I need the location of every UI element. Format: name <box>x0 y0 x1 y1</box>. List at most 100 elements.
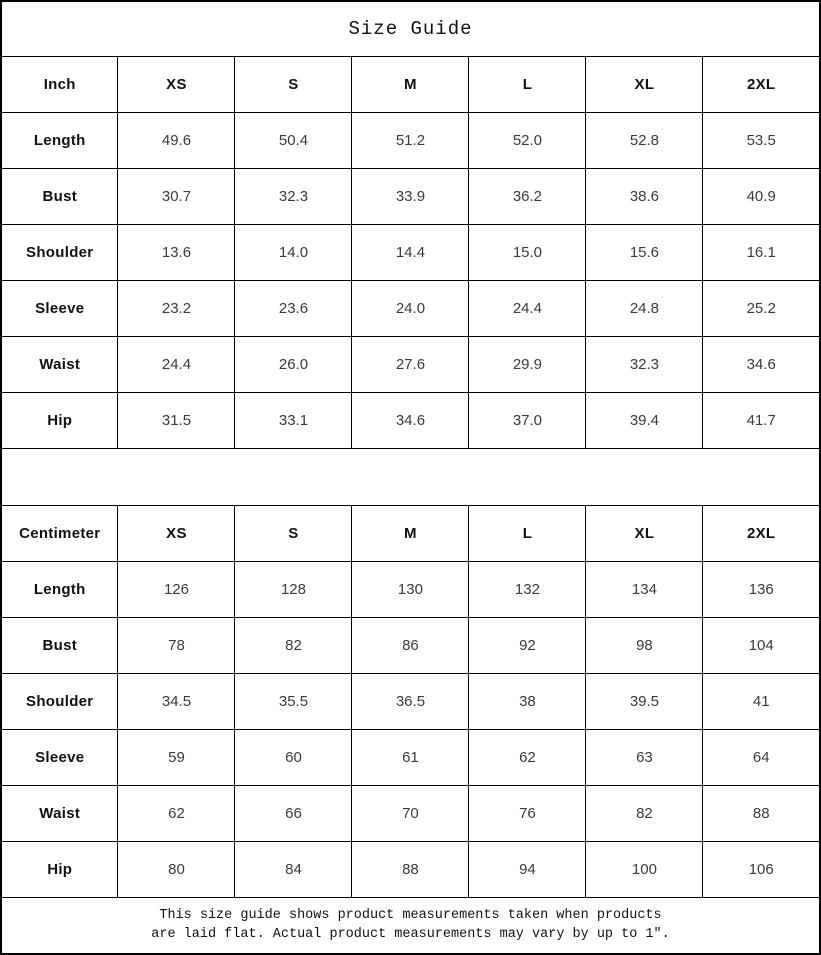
measure-label-waist: Waist <box>0 335 119 393</box>
measure-row-length: Length 49.6 50.4 51.2 52.0 52.8 53.5 <box>0 111 821 169</box>
measure-value: 38.6 <box>585 167 704 225</box>
measure-value: 32.3 <box>585 335 704 393</box>
measure-label-sleeve: Sleeve <box>0 728 119 786</box>
measure-value: 94 <box>468 840 587 898</box>
measure-value: 36.2 <box>468 167 587 225</box>
measure-value: 98 <box>585 616 704 674</box>
measure-row-waist: Waist 62 66 70 76 82 88 <box>0 784 821 842</box>
measure-value: 41 <box>702 672 821 730</box>
measure-value: 34.6 <box>351 391 470 449</box>
unit-header-inch: Inch <box>0 55 119 113</box>
footer-row: This size guide shows product measuremen… <box>0 896 821 955</box>
measure-value: 126 <box>117 560 236 618</box>
measure-row-length: Length 126 128 130 132 134 136 <box>0 560 821 618</box>
spacer-row <box>0 447 821 506</box>
measure-label-hip: Hip <box>0 391 119 449</box>
measure-value: 59 <box>117 728 236 786</box>
measure-row-shoulder: Shoulder 34.5 35.5 36.5 38 39.5 41 <box>0 672 821 730</box>
measure-value: 24.4 <box>468 279 587 337</box>
measure-value: 51.2 <box>351 111 470 169</box>
unit-header-centimeter: Centimeter <box>0 504 119 562</box>
measure-value: 66 <box>234 784 353 842</box>
measure-value: 70 <box>351 784 470 842</box>
measure-value: 15.0 <box>468 223 587 281</box>
measure-value: 62 <box>117 784 236 842</box>
measure-row-sleeve: Sleeve 23.2 23.6 24.0 24.4 24.8 25.2 <box>0 279 821 337</box>
spacer-cell <box>0 447 821 506</box>
size-column-header-2xl: 2XL <box>702 504 821 562</box>
measure-value: 26.0 <box>234 335 353 393</box>
measure-value: 15.6 <box>585 223 704 281</box>
measure-value: 24.0 <box>351 279 470 337</box>
measure-value: 34.5 <box>117 672 236 730</box>
spacer-section <box>0 447 821 506</box>
measure-value: 136 <box>702 560 821 618</box>
measure-value: 27.6 <box>351 335 470 393</box>
measure-value: 25.2 <box>702 279 821 337</box>
measure-value: 30.7 <box>117 167 236 225</box>
measure-value: 82 <box>234 616 353 674</box>
size-column-header-l: L <box>468 55 587 113</box>
page-title: Size Guide <box>0 0 821 57</box>
measure-value: 80 <box>117 840 236 898</box>
size-column-header-s: S <box>234 504 353 562</box>
measure-value: 33.9 <box>351 167 470 225</box>
size-header-row-centimeter: Centimeter XS S M L XL 2XL <box>0 504 821 562</box>
measure-row-hip: Hip 31.5 33.1 34.6 37.0 39.4 41.7 <box>0 391 821 449</box>
size-column-header-xl: XL <box>585 55 704 113</box>
measure-value: 35.5 <box>234 672 353 730</box>
measure-value: 14.0 <box>234 223 353 281</box>
measure-value: 134 <box>585 560 704 618</box>
measure-value: 60 <box>234 728 353 786</box>
measure-label-bust: Bust <box>0 616 119 674</box>
measure-value: 14.4 <box>351 223 470 281</box>
measure-value: 49.6 <box>117 111 236 169</box>
size-column-header-l: L <box>468 504 587 562</box>
measure-value: 23.6 <box>234 279 353 337</box>
measure-value: 16.1 <box>702 223 821 281</box>
measure-value: 106 <box>702 840 821 898</box>
measure-value: 84 <box>234 840 353 898</box>
measure-value: 104 <box>702 616 821 674</box>
measure-value: 100 <box>585 840 704 898</box>
measure-value: 29.9 <box>468 335 587 393</box>
measure-value: 38 <box>468 672 587 730</box>
measure-value: 37.0 <box>468 391 587 449</box>
measure-value: 61 <box>351 728 470 786</box>
measure-value: 82 <box>585 784 704 842</box>
measure-value: 76 <box>468 784 587 842</box>
size-column-header-xl: XL <box>585 504 704 562</box>
size-column-header-xs: XS <box>117 504 236 562</box>
measure-value: 32.3 <box>234 167 353 225</box>
measure-value: 34.6 <box>702 335 821 393</box>
measure-label-sleeve: Sleeve <box>0 279 119 337</box>
measure-label-length: Length <box>0 111 119 169</box>
measure-value: 36.5 <box>351 672 470 730</box>
size-column-header-xs: XS <box>117 55 236 113</box>
measure-row-waist: Waist 24.4 26.0 27.6 29.9 32.3 34.6 <box>0 335 821 393</box>
measure-label-waist: Waist <box>0 784 119 842</box>
measure-value: 23.2 <box>117 279 236 337</box>
measure-value: 92 <box>468 616 587 674</box>
footer-section: This size guide shows product measuremen… <box>0 896 821 955</box>
measure-label-shoulder: Shoulder <box>0 672 119 730</box>
size-column-header-m: M <box>351 55 470 113</box>
measure-row-shoulder: Shoulder 13.6 14.0 14.4 15.0 15.6 16.1 <box>0 223 821 281</box>
size-column-header-s: S <box>234 55 353 113</box>
measure-value: 64 <box>702 728 821 786</box>
measure-value: 40.9 <box>702 167 821 225</box>
size-column-header-m: M <box>351 504 470 562</box>
measure-value: 132 <box>468 560 587 618</box>
measure-value: 86 <box>351 616 470 674</box>
measure-value: 52.8 <box>585 111 704 169</box>
measure-row-bust: Bust 30.7 32.3 33.9 36.2 38.6 40.9 <box>0 167 821 225</box>
footer-note: This size guide shows product measuremen… <box>0 896 821 955</box>
measure-value: 88 <box>702 784 821 842</box>
measure-value: 130 <box>351 560 470 618</box>
size-column-header-2xl: 2XL <box>702 55 821 113</box>
measure-value: 39.4 <box>585 391 704 449</box>
measure-value: 33.1 <box>234 391 353 449</box>
title-section: Size Guide <box>0 0 821 57</box>
